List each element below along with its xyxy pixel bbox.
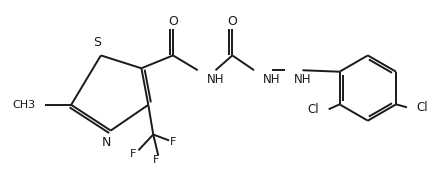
Text: NH: NH <box>293 73 311 86</box>
Text: F: F <box>130 149 137 159</box>
Text: O: O <box>227 15 237 28</box>
Text: Cl: Cl <box>307 103 319 116</box>
Text: O: O <box>168 15 178 28</box>
Text: NH: NH <box>263 73 281 86</box>
Text: NH: NH <box>207 73 224 86</box>
Text: CH3: CH3 <box>12 100 36 110</box>
Text: F: F <box>153 155 160 165</box>
Text: S: S <box>93 36 101 49</box>
Text: Cl: Cl <box>417 101 429 114</box>
Text: N: N <box>102 137 112 150</box>
Text: F: F <box>170 137 176 147</box>
